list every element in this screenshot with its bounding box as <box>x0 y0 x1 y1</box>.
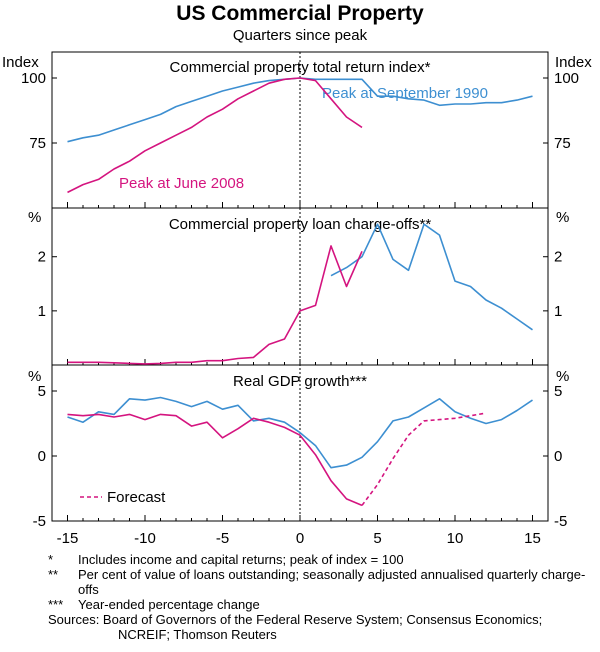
x-tick-label: -10 <box>134 530 156 547</box>
series-label-2008: Peak at June 2008 <box>119 175 244 192</box>
forecast-legend-label: Forecast <box>107 489 166 506</box>
series-line-2008 <box>67 245 363 365</box>
y-tick-label: 1 <box>38 303 46 320</box>
footnote-marker: ** <box>48 567 59 582</box>
series-line-2008 <box>67 77 363 194</box>
y-tick-label: 0 <box>554 448 562 465</box>
x-tick-label: -15 <box>57 530 79 547</box>
footnote-text: Per cent of value of loans outstanding; … <box>78 567 586 597</box>
y-tick-label: 2 <box>38 249 46 266</box>
footnote-marker: * <box>48 552 54 567</box>
footnote: ** Per cent of value of loans outstandin… <box>48 567 593 597</box>
plot-frame <box>51 51 549 522</box>
x-tick-label: 15 <box>524 530 541 547</box>
y-tick-label: 5 <box>38 383 46 400</box>
x-tick-label: 10 <box>447 530 464 547</box>
footnote-text: Includes income and capital returns; pea… <box>78 552 404 567</box>
x-tick-label: 5 <box>373 530 381 547</box>
y-tick-label: 0 <box>38 448 46 465</box>
chart-title: US Commercial Property <box>176 2 424 25</box>
footnote-marker: *** <box>48 597 64 612</box>
panel-title: Commercial property loan charge-offs** <box>169 216 432 233</box>
chart: US Commercial Property Quarters since pe… <box>2 2 592 547</box>
series-line-1990 <box>67 396 533 469</box>
footnotes: * Includes income and capital returns; p… <box>48 552 593 642</box>
footnote: * Includes income and capital returns; p… <box>48 552 593 567</box>
unit-label-left: Index <box>2 54 39 71</box>
unit-label-left: % <box>28 368 41 385</box>
y-tick-label: -5 <box>33 513 46 530</box>
y-tick-label: 75 <box>29 135 46 152</box>
chart-subtitle: Quarters since peak <box>233 27 368 44</box>
y-tick-label: 100 <box>21 70 46 87</box>
y-tick-label: 1 <box>554 303 562 320</box>
y-tick-label: 100 <box>554 70 579 87</box>
y-tick-label: 2 <box>554 249 562 266</box>
y-tick-label: 75 <box>554 135 571 152</box>
series-label-1990: Peak at September 1990 <box>322 85 488 102</box>
sources: Sources: Board of Governors of the Feder… <box>48 612 593 642</box>
unit-label-left: % <box>28 209 41 226</box>
unit-label-right: Index <box>555 54 592 71</box>
series-line-1990 <box>330 223 533 331</box>
unit-label-right: % <box>556 368 569 385</box>
x-tick-label: -5 <box>216 530 229 547</box>
y-tick-label: -5 <box>554 513 567 530</box>
series-line-2008 <box>67 413 363 507</box>
series-group <box>67 77 533 507</box>
panel-title: Real GDP growth*** <box>233 373 367 390</box>
sources-text: Sources: Board of Governors of the Feder… <box>48 612 543 642</box>
y-tick-label: 5 <box>554 383 562 400</box>
axes-group: 75 75 100 100 1 1 2 2 -5 -5 0 0 5 5 -15 -10 -5 0 5 10 15 <box>21 70 579 547</box>
footnote: *** Year-ended percentage change <box>48 597 593 612</box>
panel-title: Commercial property total return index* <box>170 59 431 76</box>
unit-label-right: % <box>556 209 569 226</box>
footnote-text: Year-ended percentage change <box>78 597 260 612</box>
x-tick-label: 0 <box>296 530 304 547</box>
series-line-forecast <box>361 412 487 506</box>
